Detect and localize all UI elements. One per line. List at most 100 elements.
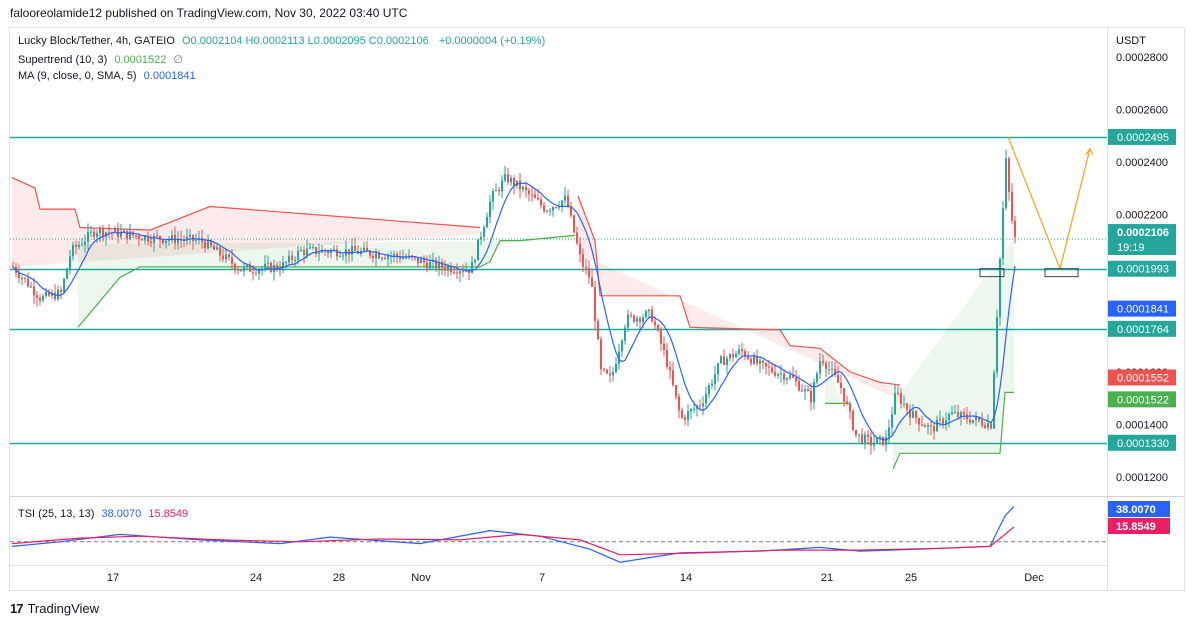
candle-body <box>168 239 170 241</box>
candle-body <box>624 327 626 341</box>
candle-body <box>42 296 44 301</box>
candle-body <box>627 314 629 328</box>
candle-body <box>567 195 569 208</box>
candle-body <box>981 420 983 426</box>
projection-arrowhead <box>1085 147 1094 156</box>
ohlc-values: O0.0002104 H0.0002113 L0.0002095 C0.0002106 <box>182 35 432 47</box>
candle-body <box>330 250 332 254</box>
candle-body <box>300 249 302 251</box>
supertrend-up-fill <box>893 239 1014 469</box>
candle-body <box>234 263 236 270</box>
ma-value: 0.0001841 <box>143 70 196 82</box>
supertrend-up-line <box>892 391 1014 470</box>
price-tag-label: 0.0002495 <box>1117 132 1169 144</box>
candle-body <box>219 247 221 256</box>
candle-body <box>999 258 1001 318</box>
candle-body <box>276 264 278 270</box>
candle-body <box>594 287 596 321</box>
candle-body <box>420 259 422 264</box>
candle-body <box>1008 158 1010 192</box>
candle-body <box>813 382 815 403</box>
price-tag-bg <box>1108 239 1176 256</box>
candle-body <box>525 187 527 191</box>
currency-label: USDT <box>1116 35 1146 47</box>
candle-body <box>444 267 446 271</box>
x-tick-label: 24 <box>250 572 262 584</box>
candle-body <box>705 393 707 404</box>
candle-body <box>279 269 281 271</box>
price-tag-label: 19:19 <box>1117 242 1145 254</box>
y-tick-label: 0.0002600 <box>1116 104 1168 116</box>
candle-body <box>585 266 587 269</box>
candle-body <box>48 291 50 296</box>
candle-body <box>738 349 740 354</box>
candle-body <box>249 264 251 272</box>
ohlc-c: C0.0002106 <box>368 35 429 47</box>
candle-body <box>765 362 767 367</box>
candle-body <box>615 363 617 373</box>
candle-body <box>819 361 821 374</box>
legend-row-tsi[interactable]: TSI (25, 13, 13) 38.0070 15.8549 <box>18 508 192 520</box>
candle-body <box>423 259 425 263</box>
candle-body <box>540 199 542 206</box>
candle-body <box>546 211 548 213</box>
candle-body <box>264 263 266 269</box>
price-tag-bg <box>1108 128 1176 145</box>
candle-body <box>225 254 227 260</box>
supertrend-label: Supertrend (10, 3) <box>18 54 108 66</box>
candle-body <box>450 266 452 273</box>
candle-body <box>993 372 995 429</box>
candle-body <box>756 356 758 364</box>
price-tag-bg <box>1108 369 1176 386</box>
price-tag-bg <box>1108 300 1176 317</box>
price-tag-label: 0.0001552 <box>1117 372 1169 384</box>
candle-body <box>786 378 788 380</box>
candle-body <box>951 412 953 415</box>
candle-body <box>504 174 506 181</box>
candle-body <box>63 278 65 293</box>
price-tag-bg <box>1108 224 1176 241</box>
candle-body <box>393 253 395 256</box>
candle-body <box>687 411 689 420</box>
candle-body <box>828 368 830 370</box>
legend-row-symbol: Lucky Block/Tether, 4h, GATEIO O0.000210… <box>18 35 549 47</box>
candle-body <box>570 207 572 216</box>
footer-brand[interactable]: 17 TradingView <box>10 601 99 616</box>
candle-body <box>381 258 383 260</box>
candle-body <box>612 372 614 376</box>
candle-body <box>243 266 245 272</box>
candle-body <box>312 247 314 249</box>
candle-body <box>657 325 659 331</box>
candle-body <box>822 361 824 364</box>
candle-body <box>606 369 608 374</box>
candle-body <box>711 383 713 386</box>
legend-row-ma[interactable]: MA (9, close, 0, SMA, 5) 0.0001841 <box>18 70 200 82</box>
price-tag-label: 0.0001522 <box>1117 394 1169 406</box>
candle-body <box>147 235 149 242</box>
candle-body <box>690 409 692 412</box>
chart-border <box>9 27 1185 591</box>
candle-body <box>753 356 755 364</box>
candle-body <box>1002 208 1004 259</box>
candle-body <box>36 295 38 298</box>
candle-body <box>162 239 164 244</box>
candle-body <box>876 438 878 443</box>
legend-row-supertrend[interactable]: Supertrend (10, 3) 0.0001522 ∅ <box>18 53 187 66</box>
candle-body <box>552 207 554 211</box>
candle-body <box>840 382 842 389</box>
candle-body <box>45 291 47 297</box>
candle-body <box>438 262 440 269</box>
candle-body <box>891 414 893 428</box>
x-tick-label: 7 <box>539 572 545 584</box>
tsi-tag-label: 15.8549 <box>1116 521 1156 533</box>
candle-body <box>726 358 728 365</box>
candle-body <box>399 256 401 259</box>
candle-body <box>228 254 230 258</box>
tsi-tag-label: 38.0070 <box>1116 504 1156 516</box>
price-tag-bg <box>1108 320 1176 337</box>
supertrend-extra: ∅ <box>173 54 183 66</box>
candle-body <box>648 309 650 312</box>
candle-body <box>471 262 473 274</box>
candle-body <box>894 393 896 415</box>
